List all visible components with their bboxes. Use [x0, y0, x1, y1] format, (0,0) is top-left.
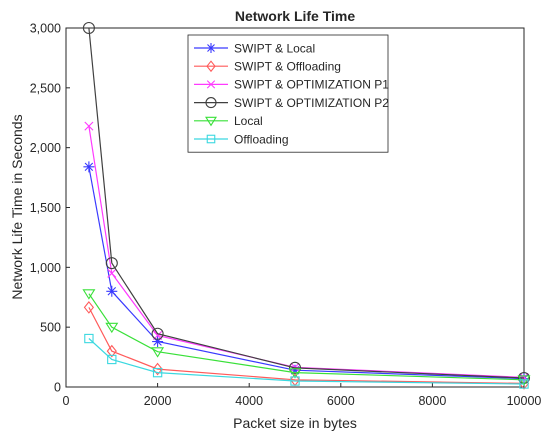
y-tick-label: 1,000 — [30, 261, 61, 275]
data-point — [84, 121, 94, 131]
legend-box — [187, 34, 389, 153]
legend-item: SWIPT & OPTIMIZATION P1 — [194, 78, 389, 92]
data-point — [107, 268, 117, 278]
data-point — [106, 344, 117, 358]
x-tick-label: 6000 — [327, 394, 355, 408]
y-tick-label: 500 — [40, 321, 61, 335]
data-point — [151, 347, 165, 358]
y-tick-label: 1,500 — [30, 201, 61, 215]
data-point — [288, 368, 302, 379]
legend-marker — [206, 134, 216, 144]
data-point — [519, 379, 529, 389]
data-point — [105, 257, 118, 270]
data-point — [84, 333, 94, 344]
legend-label: Local — [234, 114, 263, 128]
y-tick-label: 3,000 — [30, 22, 61, 36]
data-point — [289, 364, 301, 376]
series-layer — [82, 21, 531, 390]
data-point — [152, 336, 164, 348]
series-line — [88, 338, 525, 385]
y-axis: 0 500 1,000 1,500 2,000 2,500 3,000 — [30, 22, 70, 395]
x-axis-label: Packet size in bytes — [233, 415, 357, 431]
chart-title: Network Life Time — [235, 8, 356, 24]
data-point — [152, 367, 163, 378]
legend-item: SWIPT & Offloading — [194, 60, 341, 74]
data-point — [290, 376, 300, 386]
data-point — [518, 377, 530, 390]
data-point — [106, 285, 118, 297]
legend-marker — [205, 97, 217, 109]
series-swipt-optimization-p2 — [82, 21, 531, 385]
legend-label: SWIPT & Offloading — [234, 60, 341, 74]
data-point — [152, 362, 163, 376]
data-point — [107, 354, 117, 365]
data-point — [288, 361, 302, 374]
series-swipt-offloading — [83, 301, 530, 390]
data-point — [290, 362, 300, 372]
x-tick-label: 8000 — [418, 394, 446, 408]
series-line — [88, 307, 525, 384]
data-point — [83, 301, 95, 314]
x-tick-label: 4000 — [235, 394, 263, 408]
series-line — [88, 27, 525, 379]
x-tick-label: 10000 — [507, 394, 542, 408]
legend-item: Local — [194, 114, 263, 128]
x-axis: 0 2000 4000 6000 8000 10000 — [63, 383, 542, 408]
y-tick-label: 2,500 — [30, 81, 61, 95]
series-offloading — [84, 333, 529, 389]
legend-label: SWIPT & Local — [234, 41, 315, 55]
data-point — [105, 322, 119, 334]
legend: SWIPT & Local SWIPT & Offloading SWIPT & O… — [187, 34, 389, 153]
series-line — [88, 293, 525, 381]
legend-marker — [206, 80, 216, 89]
legend-item: SWIPT & OPTIMIZATION P2 — [194, 96, 389, 110]
legend-label: SWIPT & OPTIMIZATION P1 — [234, 78, 389, 92]
data-point — [82, 21, 95, 35]
x-tick-label: 0 — [63, 394, 70, 408]
legend-label: Offloading — [234, 132, 289, 146]
data-point — [151, 327, 164, 340]
y-tick-label: 0 — [54, 381, 61, 395]
legend-marker — [205, 116, 217, 127]
legend-item: SWIPT & Local — [194, 41, 315, 55]
legend-item: Offloading — [194, 132, 289, 146]
data-point — [82, 289, 96, 300]
legend-marker — [206, 60, 216, 73]
legend-label: SWIPT & OPTIMIZATION P2 — [234, 96, 389, 110]
x-tick-label: 2000 — [144, 394, 172, 408]
legend-marker — [206, 43, 216, 53]
data-point — [83, 161, 95, 173]
y-tick-label: 2,000 — [30, 141, 61, 155]
y-axis-label: Network Life Time in Seconds — [9, 114, 25, 299]
